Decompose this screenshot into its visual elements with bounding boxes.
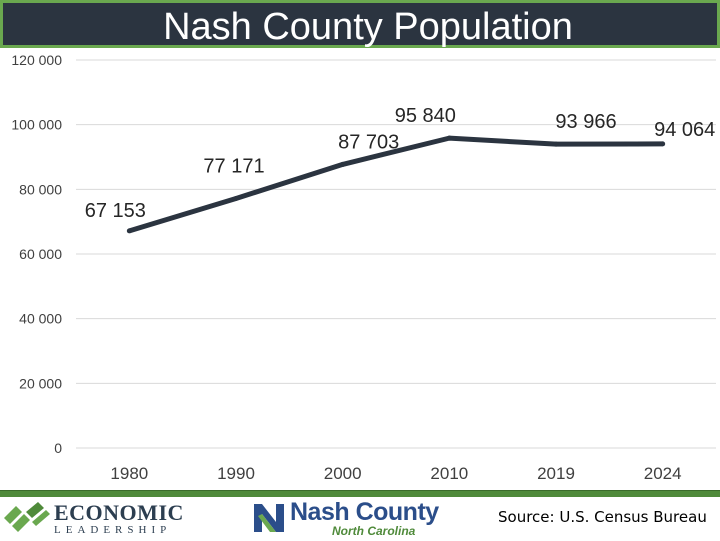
data-label: 95 840 [395, 105, 456, 127]
logo-right-main: Nash County [290, 498, 439, 526]
logo-left-sub: LEADERSHIP [54, 524, 172, 536]
y-tick-label: 60 000 [19, 246, 62, 262]
data-point [660, 141, 666, 147]
series-layer [126, 135, 666, 234]
nash-county-n-mark-icon [254, 504, 284, 532]
x-tick-label: 2000 [324, 464, 362, 483]
nash-county-logo: Nash County North Carolina [250, 498, 439, 541]
data-label: 77 171 [203, 155, 264, 177]
logo-right-sub: North Carolina [332, 524, 416, 538]
page-title: Nash County Population [163, 6, 573, 48]
data-point [340, 161, 346, 167]
y-tick-label: 100 000 [11, 117, 62, 133]
y-tick-label: 80 000 [19, 181, 62, 197]
data-label: 87 703 [338, 131, 399, 153]
y-tick-label: 20 000 [19, 375, 62, 391]
y-tick-label: 0 [54, 440, 62, 456]
y-tick-label: 120 000 [11, 52, 62, 68]
data-label: 94 064 [654, 119, 715, 141]
x-tick-label: 1990 [217, 464, 255, 483]
data-label: 93 966 [555, 111, 616, 133]
x-tick-label: 1980 [110, 464, 148, 483]
data-point [126, 228, 132, 234]
economic-leadership-mark-icon [4, 502, 50, 532]
x-axis-tick-labels: 1980 1990 2000 2010 2019 2024 [110, 464, 681, 483]
gridlines [76, 59, 716, 449]
data-point [446, 135, 452, 141]
data-label: 67 153 [85, 200, 146, 222]
x-tick-label: 2010 [430, 464, 468, 483]
x-tick-label: 2024 [644, 464, 682, 483]
footer-divider [0, 490, 720, 497]
data-labels: 67 153 77 171 87 703 95 840 93 966 94 064 [85, 105, 716, 222]
x-tick-label: 2019 [537, 464, 575, 483]
y-tick-label: 40 000 [19, 311, 62, 327]
data-point [233, 195, 239, 201]
series-line [128, 135, 663, 234]
logo-left-main: ECONOMIC [54, 500, 184, 525]
source-note: Source: U.S. Census Bureau [498, 508, 707, 526]
title-bar: Nash County Population [0, 0, 720, 48]
economic-leadership-logo: ECONOMIC LEADERSHIP [2, 500, 183, 539]
data-point [553, 141, 559, 147]
y-axis-tick-labels: 0 20 000 40 000 60 000 80 000 100 000 120 000 [11, 52, 62, 456]
